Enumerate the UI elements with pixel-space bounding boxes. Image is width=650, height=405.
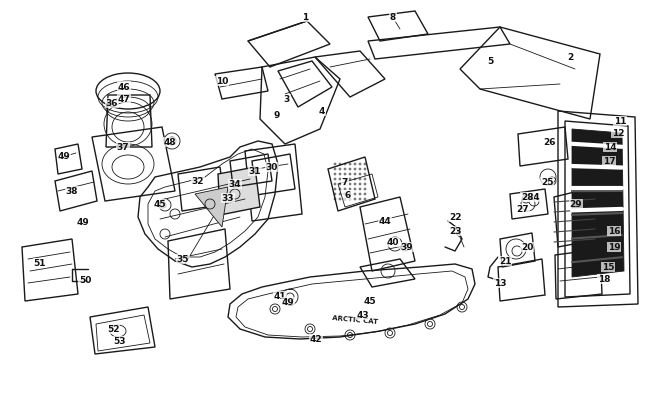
Text: 36: 36 bbox=[106, 99, 118, 108]
Text: 31: 31 bbox=[249, 167, 261, 176]
Text: 18: 18 bbox=[598, 275, 610, 284]
Text: 42: 42 bbox=[309, 335, 322, 344]
Text: 32: 32 bbox=[192, 177, 204, 186]
Text: 30: 30 bbox=[266, 163, 278, 172]
Text: 28: 28 bbox=[521, 193, 533, 202]
Text: 29: 29 bbox=[569, 200, 582, 209]
Text: ARCTIC CAT: ARCTIC CAT bbox=[332, 314, 378, 324]
Text: 2: 2 bbox=[567, 53, 573, 62]
Text: 35: 35 bbox=[177, 255, 189, 264]
Polygon shape bbox=[572, 130, 624, 277]
Text: 24: 24 bbox=[528, 193, 540, 202]
Text: 48: 48 bbox=[164, 138, 176, 147]
Text: 9: 9 bbox=[274, 110, 280, 119]
Text: 34: 34 bbox=[229, 180, 241, 189]
Text: 25: 25 bbox=[541, 178, 553, 187]
Text: 4: 4 bbox=[318, 107, 325, 116]
Text: 1: 1 bbox=[302, 13, 308, 22]
Text: 50: 50 bbox=[79, 276, 91, 285]
Text: 41: 41 bbox=[274, 292, 286, 301]
Text: 8: 8 bbox=[390, 13, 396, 22]
Text: 19: 19 bbox=[608, 243, 620, 252]
Text: 11: 11 bbox=[614, 117, 626, 126]
Polygon shape bbox=[195, 188, 228, 228]
Text: 23: 23 bbox=[448, 227, 461, 236]
Text: 10: 10 bbox=[216, 77, 228, 86]
Text: 40: 40 bbox=[387, 238, 399, 247]
Text: 20: 20 bbox=[521, 243, 533, 252]
Text: 22: 22 bbox=[448, 213, 461, 222]
Text: 46: 46 bbox=[118, 82, 130, 91]
Text: 7: 7 bbox=[342, 178, 348, 187]
Text: 47: 47 bbox=[118, 94, 131, 103]
Text: 16: 16 bbox=[608, 227, 620, 236]
Text: 3: 3 bbox=[284, 95, 290, 104]
Text: 33: 33 bbox=[222, 194, 234, 203]
Text: 44: 44 bbox=[378, 217, 391, 226]
Text: 45: 45 bbox=[153, 200, 166, 209]
Text: 39: 39 bbox=[400, 243, 413, 252]
Polygon shape bbox=[218, 168, 260, 215]
Text: 49: 49 bbox=[77, 218, 90, 227]
Text: 14: 14 bbox=[604, 143, 616, 152]
Text: 12: 12 bbox=[612, 129, 624, 138]
Text: 17: 17 bbox=[603, 157, 616, 166]
Text: 37: 37 bbox=[117, 143, 129, 152]
Text: 6: 6 bbox=[345, 191, 351, 200]
Text: 45: 45 bbox=[364, 297, 376, 306]
Text: 43: 43 bbox=[357, 311, 369, 320]
Text: 49: 49 bbox=[58, 152, 70, 161]
Text: 53: 53 bbox=[114, 337, 126, 345]
Text: 27: 27 bbox=[517, 205, 529, 214]
Text: 38: 38 bbox=[66, 187, 78, 196]
Text: 26: 26 bbox=[544, 138, 556, 147]
Text: 15: 15 bbox=[602, 263, 614, 272]
Text: 52: 52 bbox=[107, 325, 119, 334]
Text: 49: 49 bbox=[281, 298, 294, 307]
Text: 13: 13 bbox=[494, 279, 506, 288]
Text: 51: 51 bbox=[34, 259, 46, 268]
Text: 21: 21 bbox=[499, 257, 512, 266]
Text: 5: 5 bbox=[487, 58, 493, 66]
